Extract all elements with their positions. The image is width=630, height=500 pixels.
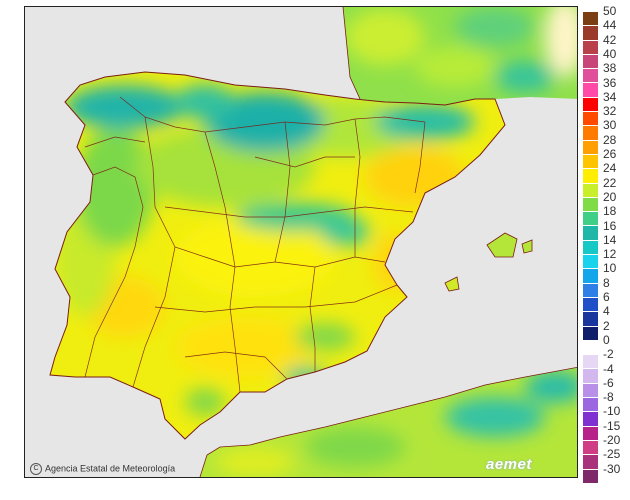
legend-swatch <box>582 468 599 483</box>
legend-swatch <box>582 125 599 140</box>
legend-swatch <box>582 454 599 469</box>
legend-swatch <box>582 239 599 255</box>
color-legend <box>582 11 599 483</box>
legend-swatch <box>582 425 599 440</box>
legend-label: 16 <box>603 218 617 233</box>
legend-label: 12 <box>603 247 617 262</box>
legend-swatch <box>582 11 599 26</box>
legend-swatch <box>582 168 599 183</box>
legend-swatch <box>582 397 599 412</box>
legend-swatch <box>582 82 599 97</box>
legend-label: 28 <box>603 132 617 147</box>
legend-swatch <box>582 339 599 355</box>
legend-swatch <box>582 96 599 112</box>
copyright-icon: C <box>30 463 42 475</box>
legend-label: 40 <box>603 46 617 61</box>
legend-label: 24 <box>603 161 617 176</box>
legend-swatch <box>582 211 599 226</box>
legend-swatch <box>582 368 599 383</box>
legend-swatch <box>582 225 599 240</box>
map-canvas <box>25 7 577 477</box>
legend-label: 4 <box>603 304 610 319</box>
legend-swatch <box>582 153 599 169</box>
legend-label: -20 <box>603 433 621 447</box>
legend-label: 0 <box>603 332 610 347</box>
legend-label: -2 <box>603 347 614 362</box>
legend-swatch <box>582 382 599 398</box>
legend-label: 18 <box>603 204 617 219</box>
legend-label: 6 <box>603 290 610 304</box>
legend-label: -25 <box>603 447 621 462</box>
credit-text: Agencia Estatal de Meteorología <box>45 463 176 474</box>
legend-swatch <box>582 325 599 340</box>
legend-swatch <box>582 182 599 197</box>
legend-swatch <box>582 439 599 455</box>
legend-label: 30 <box>603 118 617 133</box>
legend-label: -8 <box>603 390 614 405</box>
legend-label: 42 <box>603 32 617 47</box>
legend-label: 10 <box>603 261 617 276</box>
legend-swatch <box>582 68 599 83</box>
legend-label: 26 <box>603 147 617 161</box>
temperature-map <box>24 6 578 478</box>
legend-swatch <box>582 53 599 69</box>
legend-label: 34 <box>603 89 617 104</box>
legend-label: -10 <box>603 404 621 419</box>
province-borders <box>84 96 426 393</box>
legend-label: -30 <box>603 461 621 476</box>
france-coastline <box>342 7 361 100</box>
legend-swatch <box>582 254 599 269</box>
legend-swatch <box>582 39 599 54</box>
legend-label: -6 <box>603 375 614 390</box>
legend-label: -4 <box>603 361 614 376</box>
legend-label: 44 <box>603 18 617 33</box>
legend-label: 50 <box>603 4 617 18</box>
legend-label: 38 <box>603 61 617 76</box>
legend-swatch <box>582 25 599 40</box>
france-region <box>343 7 577 105</box>
balearic-islands <box>444 232 533 292</box>
legend-swatch <box>582 354 599 369</box>
legend-swatch <box>582 139 599 154</box>
aemet-logo: aemet <box>486 456 532 473</box>
legend-label: 2 <box>603 318 610 333</box>
legend-label: 20 <box>603 189 617 204</box>
legend-label: 14 <box>603 232 617 247</box>
legend-label: 8 <box>603 275 610 290</box>
legend-label: 22 <box>603 175 617 190</box>
africa-coastline <box>199 366 577 477</box>
legend-swatch <box>582 296 599 312</box>
legend-label: -15 <box>603 418 621 433</box>
credit-label: C Agencia Estatal de Meteorología <box>30 463 175 475</box>
legend-swatch <box>582 282 599 297</box>
legend-label: 36 <box>603 75 617 90</box>
legend-swatch <box>582 196 599 212</box>
iberia-coastline <box>49 71 506 440</box>
legend-swatch <box>582 111 599 126</box>
legend-swatch <box>582 311 599 326</box>
legend-swatch <box>582 411 599 426</box>
legend-swatch <box>582 268 599 283</box>
legend-label: 32 <box>603 104 617 119</box>
